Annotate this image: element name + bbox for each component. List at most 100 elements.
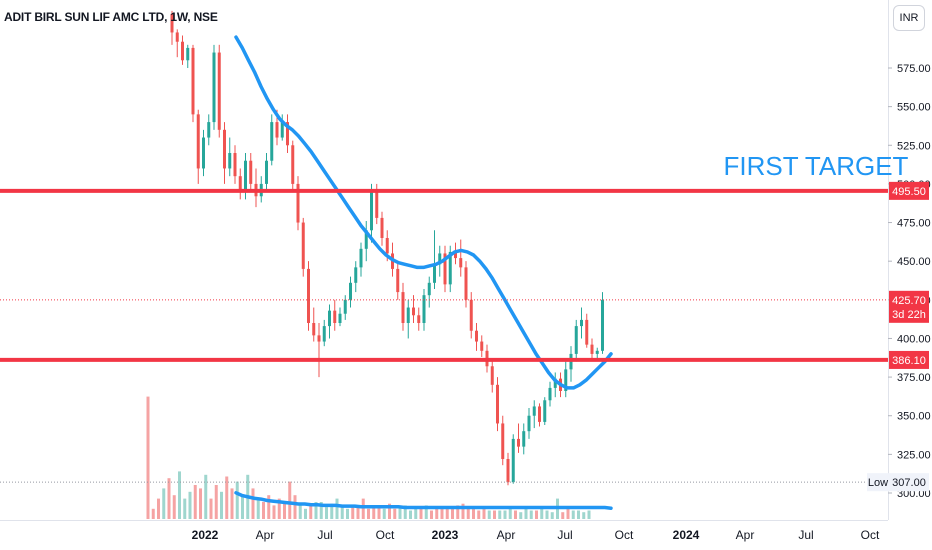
volume-bar xyxy=(361,498,365,519)
chart-title: ADIT BIRL SUN LIF AMC LTD, 1W, NSE xyxy=(4,10,218,24)
candle-body xyxy=(517,438,520,447)
volume-bar xyxy=(498,510,502,519)
candle-body xyxy=(181,41,184,61)
currency-button[interactable]: INR xyxy=(893,5,925,31)
volume-bar xyxy=(162,488,166,519)
low-tag-box xyxy=(867,473,889,492)
volume-bar xyxy=(346,508,349,519)
volume-bar xyxy=(214,485,218,519)
candle-body xyxy=(401,292,405,323)
candle-body xyxy=(564,369,568,391)
candle-body xyxy=(364,230,368,249)
candle-body xyxy=(286,122,289,146)
candle-body xyxy=(427,282,431,296)
volume-bar xyxy=(514,510,517,519)
candle-body xyxy=(244,160,247,192)
volume-bar xyxy=(540,508,544,519)
candle-body xyxy=(212,52,216,123)
candle-body xyxy=(217,52,221,130)
candle-body xyxy=(307,268,310,323)
y-tick-label: 475.00 xyxy=(897,218,931,230)
candle-body xyxy=(380,217,384,238)
candle-body xyxy=(464,267,468,300)
low-price-label: 307.00 xyxy=(892,477,926,489)
candle-body xyxy=(343,299,347,314)
x-tick-label: Jul xyxy=(317,528,332,542)
volume-bar xyxy=(503,510,507,519)
volume-bar xyxy=(314,502,318,519)
volume-bar xyxy=(519,512,523,519)
volume-bar xyxy=(188,491,192,519)
candle-body xyxy=(574,326,578,354)
candle-body xyxy=(238,176,242,192)
volume-bar xyxy=(535,510,538,519)
volume-bar xyxy=(356,505,360,519)
volume-bar xyxy=(372,505,376,519)
y-tick-label: 375.00 xyxy=(897,372,931,384)
candle-body xyxy=(207,122,211,138)
volume-bar xyxy=(304,508,307,519)
volume-bar xyxy=(451,507,454,519)
candle-body xyxy=(191,47,195,115)
y-tick-label: 350.00 xyxy=(897,411,931,423)
price-axis xyxy=(888,0,932,550)
candle-body xyxy=(490,366,494,385)
volume-bar xyxy=(487,510,491,519)
volume-bar xyxy=(445,508,449,519)
last-price-tag xyxy=(889,290,929,323)
candle-body xyxy=(375,191,379,218)
candle-body xyxy=(249,160,253,184)
volume-bar xyxy=(587,510,591,519)
last-price-countdown: 3d 22h xyxy=(892,309,926,321)
candle-body xyxy=(301,222,305,269)
volume-bar xyxy=(256,498,260,519)
candle-body xyxy=(417,315,421,323)
volume-bar xyxy=(235,481,239,519)
candle-body xyxy=(511,438,515,483)
volume-bar xyxy=(199,488,202,519)
candle-body xyxy=(312,323,316,336)
candle-body xyxy=(370,191,373,231)
candle-body xyxy=(359,248,363,268)
volume-bar xyxy=(529,510,533,519)
candle-body xyxy=(291,145,295,184)
volume-bar xyxy=(403,505,407,519)
candle-body xyxy=(333,310,337,323)
volume-bar xyxy=(151,508,155,519)
volume-bar xyxy=(477,510,481,519)
volume-bar xyxy=(351,505,355,519)
volume-bar xyxy=(277,498,281,519)
volume-bar xyxy=(220,491,223,519)
volume-bar xyxy=(283,502,286,519)
level-price-tag xyxy=(889,181,929,200)
candle-body xyxy=(532,406,536,416)
candle-body xyxy=(422,295,426,323)
level-layer xyxy=(0,188,888,483)
candle-body xyxy=(443,253,447,285)
x-tick-label: 2023 xyxy=(432,528,459,542)
volume-bar xyxy=(493,510,496,519)
volume-bar xyxy=(388,503,391,519)
volume-bar xyxy=(325,507,328,519)
volume-bar xyxy=(419,508,423,519)
volume-bar xyxy=(461,503,465,519)
x-tick-label: Jul xyxy=(798,528,813,542)
candle-body xyxy=(480,341,484,351)
volume-layer xyxy=(146,396,613,519)
low-price-tag xyxy=(889,473,929,492)
volume-bar xyxy=(466,508,470,519)
y-tick-label: 450.00 xyxy=(897,256,931,268)
candle-body xyxy=(459,258,463,268)
candle-body xyxy=(601,299,604,351)
candle-body xyxy=(527,415,531,432)
candle-body xyxy=(175,32,179,42)
candle-body xyxy=(385,238,389,254)
volume-bar xyxy=(435,508,439,519)
volume-bar xyxy=(209,498,213,519)
volume-bar xyxy=(167,478,171,519)
candle-body xyxy=(448,251,452,285)
candle-body xyxy=(280,122,284,138)
first-target-annotation: FIRST TARGET xyxy=(724,151,909,181)
candle-body xyxy=(590,344,594,354)
